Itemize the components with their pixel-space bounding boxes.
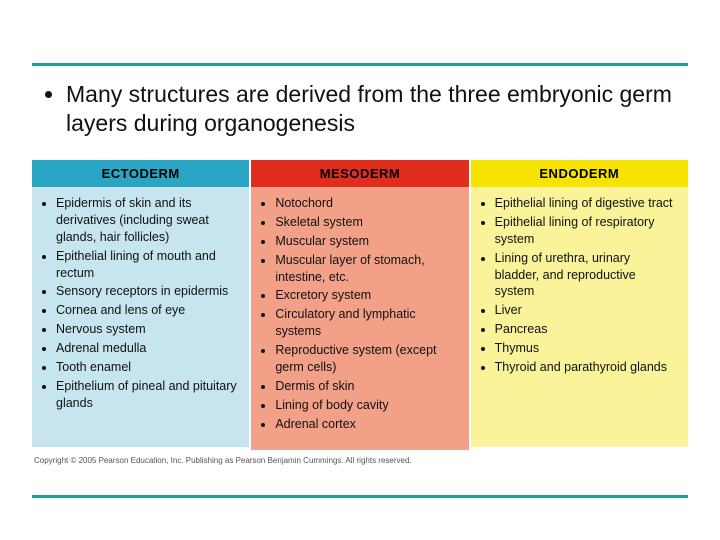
list-item: Tooth enamel: [56, 359, 239, 376]
top-horizontal-rule: [32, 63, 688, 66]
column-header: MESODERM: [251, 160, 468, 187]
column-list: Notochord Skeletal system Muscular system M…: [261, 195, 458, 432]
list-item: Reproductive system (except germ cells): [275, 342, 458, 376]
germ-column: ECTODERM Epidermis of skin and its deriva…: [32, 160, 249, 450]
list-item: Notochord: [275, 195, 458, 212]
list-item: Excretory system: [275, 287, 458, 304]
list-item: Liver: [495, 302, 678, 319]
list-item: Epithelial lining of mouth and rectum: [56, 248, 239, 282]
list-item: Lining of body cavity: [275, 397, 458, 414]
column-list: Epithelial lining of digestive tract Epit…: [481, 195, 678, 376]
list-item: Epithelium of pineal and pituitary gland…: [56, 378, 239, 412]
list-item: Adrenal medulla: [56, 340, 239, 357]
list-item: Muscular layer of stomach, intestine, et…: [275, 252, 458, 286]
slide: Many structures are derived from the thr…: [0, 0, 720, 540]
list-item: Epithelial lining of respiratory system: [495, 214, 678, 248]
list-item: Lining of urethra, urinary bladder, and …: [495, 250, 678, 301]
list-item: Adrenal cortex: [275, 416, 458, 433]
list-item: Thymus: [495, 340, 678, 357]
list-item: Thyroid and parathyroid glands: [495, 359, 678, 376]
column-header: ECTODERM: [32, 160, 249, 187]
list-item: Dermis of skin: [275, 378, 458, 395]
list-item: Skeletal system: [275, 214, 458, 231]
list-item: Circulatory and lymphatic systems: [275, 306, 458, 340]
column-body: Epidermis of skin and its derivatives (i…: [32, 187, 249, 447]
list-item: Epithelial lining of digestive tract: [495, 195, 678, 212]
list-item: Sensory receptors in epidermis: [56, 283, 239, 300]
list-item: Muscular system: [275, 233, 458, 250]
main-bullet-text: Many structures are derived from the thr…: [66, 80, 676, 138]
germ-column: MESODERM Notochord Skeletal system Muscular…: [251, 160, 468, 450]
list-item: Epidermis of skin and its derivatives (i…: [56, 195, 239, 246]
germ-layer-table: ECTODERM Epidermis of skin and its deriva…: [32, 160, 688, 465]
list-item: Nervous system: [56, 321, 239, 338]
bottom-horizontal-rule: [32, 495, 688, 498]
main-bullet-region: Many structures are derived from the thr…: [44, 80, 676, 138]
list-item: Pancreas: [495, 321, 678, 338]
germ-column: ENDODERM Epithelial lining of digestive t…: [471, 160, 688, 450]
column-list: Epidermis of skin and its derivatives (i…: [42, 195, 239, 412]
column-body: Notochord Skeletal system Muscular system M…: [251, 187, 468, 450]
column-header: ENDODERM: [471, 160, 688, 187]
copyright-text: Copyright © 2005 Pearson Education, Inc.…: [32, 456, 688, 465]
list-item: Cornea and lens of eye: [56, 302, 239, 319]
column-body: Epithelial lining of digestive tract Epit…: [471, 187, 688, 447]
